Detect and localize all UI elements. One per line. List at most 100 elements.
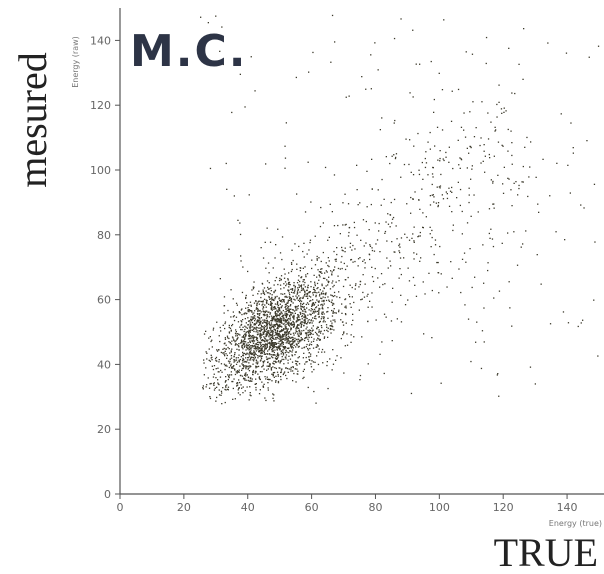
scatter-point <box>386 240 388 242</box>
scatter-point <box>213 384 215 386</box>
scatter-point <box>213 373 215 375</box>
scatter-point <box>272 331 274 334</box>
scatter-point <box>263 329 266 331</box>
scatter-point <box>296 331 298 333</box>
scatter-point <box>288 296 290 298</box>
scatter-point <box>296 317 298 319</box>
scatter-point <box>418 169 420 171</box>
scatter-point <box>243 345 246 347</box>
scatter-point <box>281 315 283 318</box>
scatter-point <box>263 350 266 352</box>
scatter-point <box>270 290 272 292</box>
scatter-point <box>250 345 252 347</box>
scatter-point <box>253 345 255 347</box>
scatter-point <box>234 360 236 362</box>
scatter-point <box>305 346 307 348</box>
scatter-point <box>294 332 296 334</box>
scatter-point <box>231 323 234 326</box>
scatter-point <box>295 346 297 348</box>
scatter-point <box>448 146 450 148</box>
scatter-point <box>458 164 460 166</box>
scatter-point <box>534 383 536 385</box>
scatter-point <box>344 247 346 249</box>
scatter-point <box>350 259 352 261</box>
scatter-point <box>480 162 482 164</box>
scatter-point <box>354 284 357 287</box>
scatter-point <box>482 160 484 162</box>
scatter-point <box>298 324 300 326</box>
scatter-point <box>264 241 266 243</box>
scatter-point <box>277 301 279 303</box>
scatter-point <box>303 319 305 321</box>
scatter-point <box>342 224 344 226</box>
scatter-point <box>321 300 323 302</box>
scatter-point <box>303 284 305 286</box>
scatter-point <box>341 321 344 323</box>
scatter-point <box>315 295 317 298</box>
scatter-point <box>262 306 265 309</box>
scatter-point <box>442 158 444 160</box>
scatter-point <box>342 285 345 288</box>
scatter-point <box>254 347 257 349</box>
scatter-point <box>322 293 324 295</box>
scatter-point <box>262 257 265 259</box>
scatter-point <box>423 333 425 335</box>
x-tick-label: 60 <box>305 501 319 514</box>
scatter-point <box>268 321 270 323</box>
scatter-point <box>242 359 245 361</box>
scatter-point <box>290 366 292 369</box>
scatter-point <box>244 106 246 108</box>
scatter-point <box>262 300 264 302</box>
scatter-point <box>431 229 433 232</box>
scatter-point <box>439 150 441 152</box>
scatter-point <box>265 333 267 335</box>
scatter-point <box>270 339 273 341</box>
scatter-point <box>256 334 259 336</box>
scatter-point <box>518 63 520 65</box>
scatter-point <box>305 328 307 330</box>
scatter-point <box>307 347 309 350</box>
scatter-point <box>316 282 319 285</box>
scatter-point <box>280 306 282 308</box>
scatter-point <box>249 341 251 343</box>
scatter-point <box>253 335 255 338</box>
scatter-point <box>272 317 275 320</box>
scatter-point <box>234 341 236 343</box>
scatter-point <box>351 296 353 298</box>
scatter-point <box>228 341 230 343</box>
scatter-point <box>300 333 302 335</box>
scatter-point <box>272 354 275 356</box>
scatter-point <box>263 314 265 316</box>
scatter-point <box>422 227 424 229</box>
scatter-point <box>285 321 287 323</box>
scatter-point <box>438 72 440 74</box>
scatter-point <box>441 129 444 131</box>
scatter-point <box>322 300 325 302</box>
scatter-point <box>271 317 273 319</box>
scatter-point <box>224 350 226 352</box>
scatter-point <box>279 343 281 345</box>
scatter-point <box>225 364 227 366</box>
scatter-point <box>318 271 321 273</box>
scatter-point <box>404 233 406 235</box>
scatter-point <box>242 351 244 354</box>
scatter-point <box>272 345 274 347</box>
scatter-point <box>247 357 249 359</box>
scatter-point <box>309 313 311 315</box>
scatter-point <box>308 295 310 297</box>
scatter-point <box>243 365 245 367</box>
scatter-point <box>501 144 503 146</box>
scatter-point <box>256 366 258 368</box>
scatter-point <box>290 299 292 301</box>
scatter-point <box>233 355 235 357</box>
scatter-point <box>274 280 276 282</box>
scatter-point <box>276 310 278 312</box>
scatter-point <box>228 375 230 377</box>
scatter-point <box>260 348 262 350</box>
scatter-point <box>252 363 254 365</box>
scatter-point <box>384 230 387 233</box>
scatter-point <box>487 262 489 264</box>
scatter-point <box>259 338 262 340</box>
scatter-point <box>269 346 271 348</box>
scatter-point <box>521 181 523 183</box>
